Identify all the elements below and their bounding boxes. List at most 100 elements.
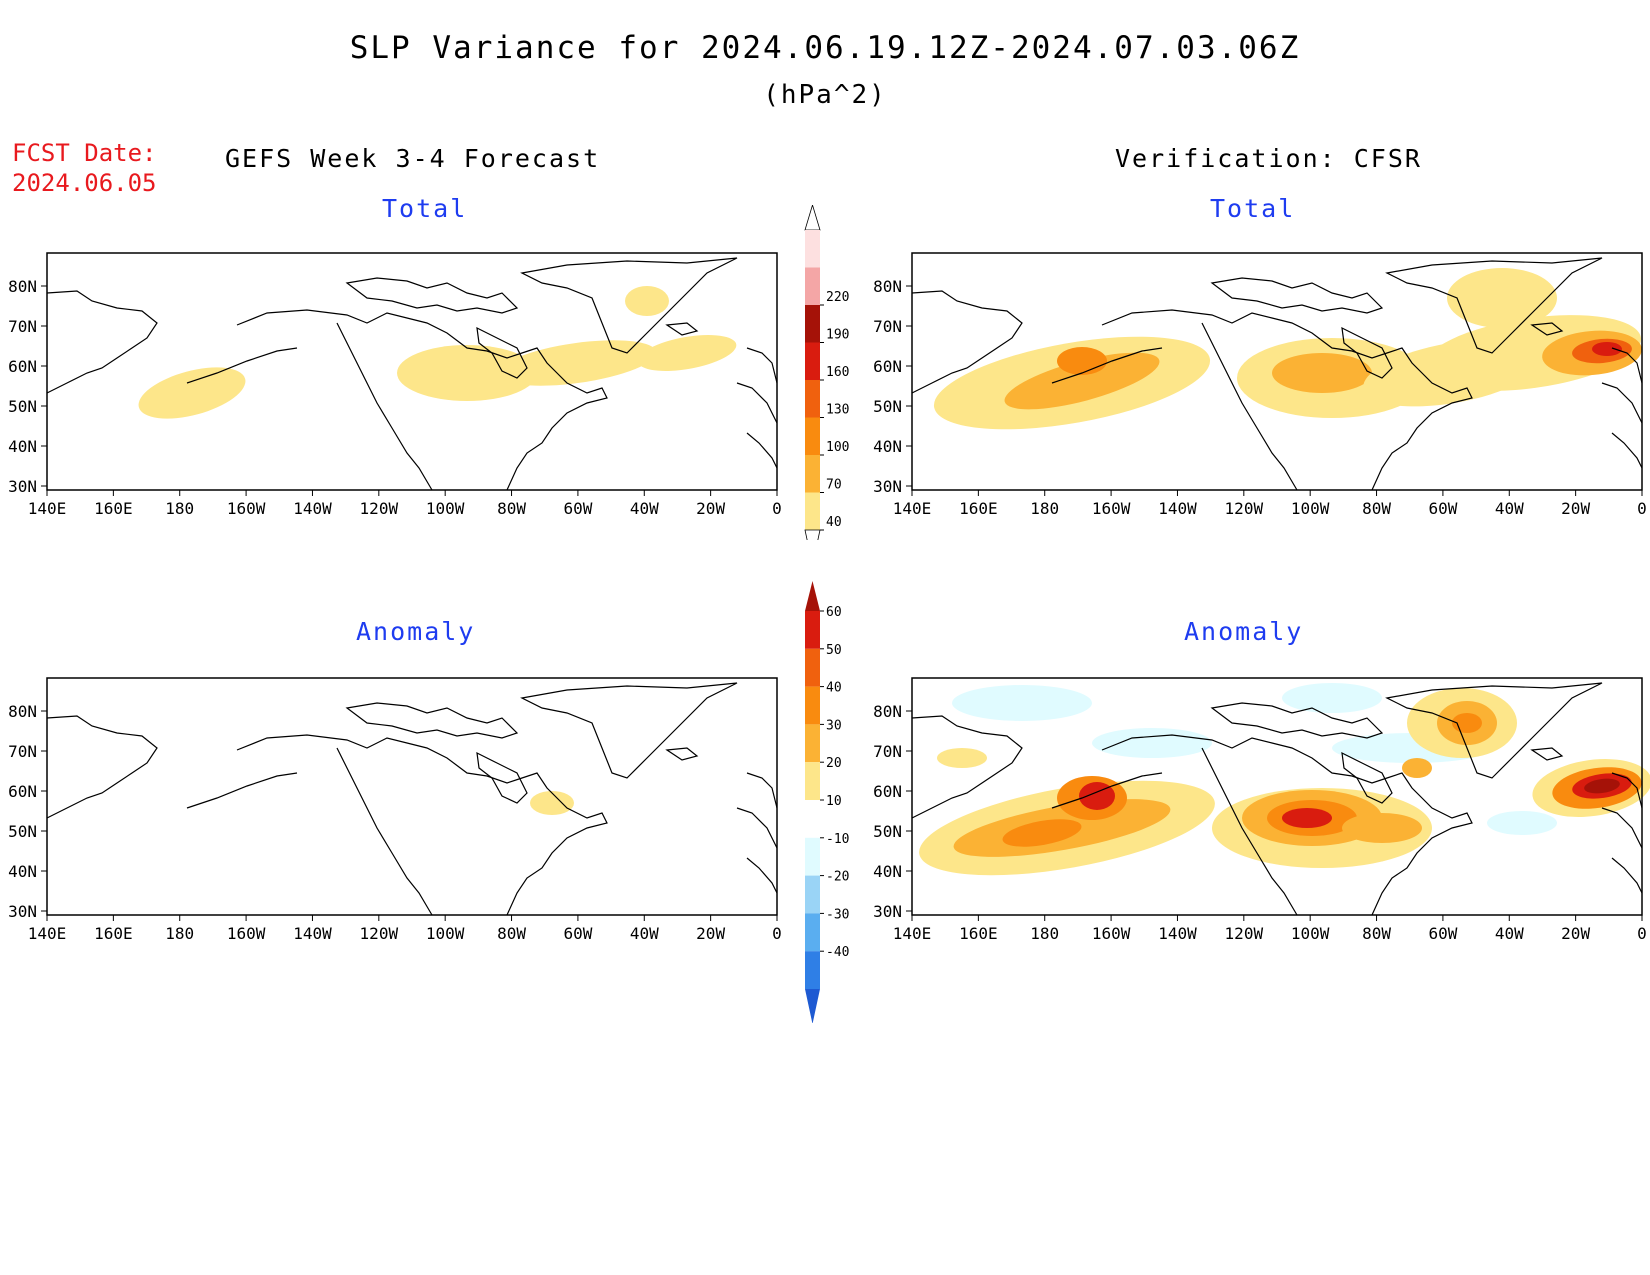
lon-tick-label: 60W (563, 924, 592, 943)
lon-tick-label: 80W (497, 924, 526, 943)
lon-tick-label: 140W (293, 499, 332, 518)
colorbar-label: 70 (826, 478, 842, 493)
coastline (746, 857, 778, 894)
lon-tick-label: 80W (1362, 499, 1391, 518)
coastline (1601, 382, 1643, 424)
coastline (911, 715, 1023, 819)
lat-tick-label: 40N (8, 862, 37, 881)
contour-region (1342, 813, 1422, 843)
lon-tick-label: 20W (1561, 499, 1590, 518)
coastlines (911, 682, 1643, 916)
colorbar-box (805, 305, 820, 343)
contour-region (1282, 683, 1382, 713)
colorbar-label: 40 (826, 681, 842, 696)
lon-tick-label: 80W (1362, 924, 1391, 943)
lon-tick-label: 80W (497, 499, 526, 518)
lat-tick-label: 30N (8, 902, 37, 921)
coastline (345, 702, 519, 739)
coastline (46, 290, 158, 394)
lat-tick-label: 80N (8, 702, 37, 721)
contour-fills (919, 683, 1650, 876)
contour-region (530, 791, 574, 815)
lon-tick-label: 120W (1225, 499, 1264, 518)
colorbar-top-arrow (805, 581, 820, 611)
contour-region (1584, 778, 1620, 794)
lat-tick-label: 30N (873, 477, 902, 496)
lon-tick-label: 140W (1158, 499, 1197, 518)
map-frame (911, 252, 1643, 491)
coastline (1385, 257, 1603, 354)
lon-tick-label: 100W (426, 499, 465, 518)
contour-region (1079, 782, 1115, 810)
coastline (1530, 747, 1564, 761)
lon-tick-label: 160W (227, 499, 266, 518)
coastline (186, 347, 298, 384)
colorbar-box (805, 267, 820, 305)
lon-tick-label: 60W (1428, 924, 1457, 943)
coastline (746, 432, 778, 469)
lon-tick-label: 140E (893, 499, 932, 518)
colorbar-box (805, 686, 820, 725)
contour-region (1447, 268, 1557, 328)
lon-tick-label: 180 (1030, 924, 1059, 943)
lon-tick-label: 40W (630, 924, 659, 943)
colorbar-box (805, 455, 820, 493)
lat-tick-label: 70N (873, 317, 902, 336)
panel-title-forecast-anomaly: Anomaly (356, 617, 476, 646)
lon-tick-label: 160E (959, 499, 998, 518)
contour-region (952, 685, 1092, 721)
panel-title-verification-anomaly: Anomaly (1184, 617, 1304, 646)
lat-tick-label: 40N (8, 437, 37, 456)
lon-tick-label: 120W (1225, 924, 1264, 943)
left-column-title: GEFS Week 3-4 Forecast (225, 144, 601, 173)
coastline (236, 309, 608, 491)
lat-tick-label: 50N (8, 822, 37, 841)
contour-region (1402, 758, 1432, 778)
contour-region (625, 286, 669, 316)
lon-tick-label: 140E (28, 499, 67, 518)
colorbar-anomaly: 60 50 40 30 20 10 -10 -20 -30 -40 (805, 581, 849, 1023)
map-frame (46, 677, 778, 916)
lon-tick-label: 160E (959, 924, 998, 943)
colorbar-label: -20 (826, 870, 849, 885)
coastline (1101, 734, 1473, 916)
lon-tick-label: 0 (772, 924, 782, 943)
colorbar-bottom-arrow (804, 529, 821, 540)
coastline (345, 277, 519, 314)
contour-region (397, 345, 537, 401)
contour-region (1002, 819, 1082, 847)
coastline (1530, 322, 1564, 336)
lon-tick-label: 40W (1495, 924, 1524, 943)
coastlines (911, 257, 1643, 491)
coastline (1611, 857, 1643, 894)
lat-tick-label: 30N (873, 902, 902, 921)
coastline (911, 290, 1023, 394)
coastline (336, 747, 433, 916)
lon-tick-label: 140W (1158, 924, 1197, 943)
fcst-date-block: FCST Date: 2024.06.05 (12, 138, 157, 198)
colorbar-label: -30 (826, 907, 849, 922)
lon-tick-label: 160W (227, 924, 266, 943)
lat-tick-label: 80N (873, 277, 902, 296)
colorbar-label: 60 (826, 605, 842, 620)
coastline (186, 772, 298, 809)
colorbar-box (805, 875, 820, 914)
contour-region (1272, 353, 1372, 393)
lon-tick-label: 60W (563, 499, 592, 518)
lat-tick-label: 50N (873, 397, 902, 416)
lon-tick-label: 0 (1637, 499, 1647, 518)
coastline (336, 322, 433, 491)
lat-tick-label: 50N (873, 822, 902, 841)
map-verification-anomaly: 80N 70N 60N 50N 40N 30N 140E 160E 180 160W 140W 120… (873, 677, 1650, 943)
lat-tick-label: 80N (873, 702, 902, 721)
coastline (665, 322, 699, 336)
coastline (1210, 702, 1384, 739)
lon-tick-label: 140W (293, 924, 332, 943)
lon-tick-label: 160W (1092, 499, 1131, 518)
colorbar-box (805, 951, 820, 989)
lat-tick-label: 70N (873, 742, 902, 761)
lat-tick-label: 60N (873, 357, 902, 376)
lon-tick-label: 100W (1291, 499, 1330, 518)
lon-tick-label: 140E (28, 924, 67, 943)
main-title: SLP Variance for 2024.06.19.12Z-2024.07.… (349, 30, 1301, 66)
